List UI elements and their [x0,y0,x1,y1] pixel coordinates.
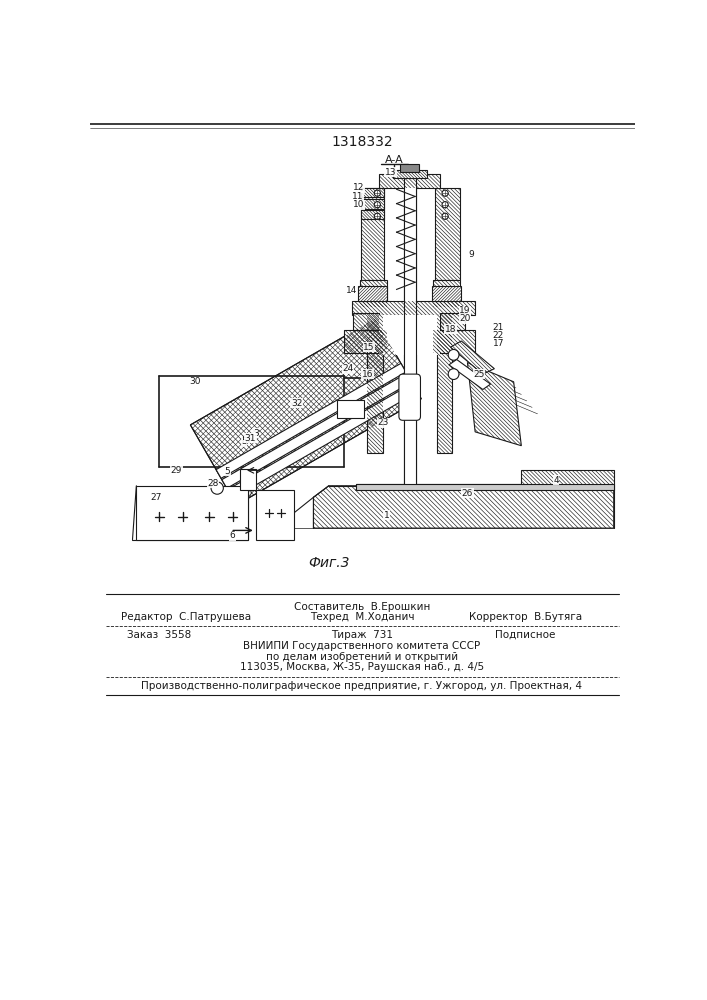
Bar [400,164,419,172]
Polygon shape [449,359,491,389]
Text: 12: 12 [354,183,365,192]
Text: 10: 10 [353,200,365,209]
Polygon shape [360,280,387,307]
Polygon shape [404,178,416,490]
Text: 16: 16 [361,370,373,379]
Text: 113035, Москва, Ж-35, Раушская наб., д. 4/5: 113035, Москва, Ж-35, Раушская наб., д. … [240,662,484,672]
Text: 1: 1 [384,511,390,520]
Text: 18: 18 [445,325,456,334]
Text: Корректор  В.Бутяга: Корректор В.Бутяга [469,612,582,622]
Text: Тираж  731: Тираж 731 [331,630,393,640]
Text: по делам изобретений и открытий: по делам изобретений и открытий [266,652,458,662]
Polygon shape [379,174,440,188]
Text: 4: 4 [553,476,559,485]
Polygon shape [190,319,421,505]
Text: 22: 22 [493,331,504,340]
Text: Техред  М.Ходанич: Техред М.Ходанич [310,612,414,622]
Polygon shape [432,286,461,301]
Text: 28: 28 [208,479,219,488]
Text: 11: 11 [351,192,363,201]
Text: Производственно-полиграфическое предприятие, г. Ужгород, ул. Проектная, 4: Производственно-полиграфическое предприя… [141,681,583,691]
Text: Фиг.3: Фиг.3 [308,556,349,570]
Polygon shape [379,315,440,355]
Polygon shape [368,315,382,453]
Polygon shape [361,188,385,197]
Text: 14: 14 [346,286,357,295]
Text: 19: 19 [460,306,471,315]
Text: 23: 23 [377,418,388,427]
Circle shape [442,190,448,196]
Polygon shape [358,286,387,301]
Text: 5: 5 [241,437,247,446]
Polygon shape [433,330,475,353]
Text: 24: 24 [342,364,354,373]
Text: 32: 32 [291,399,302,408]
Circle shape [374,213,380,219]
Text: ВНИИПИ Государственного комитета СССР: ВНИИПИ Государственного комитета СССР [243,641,481,651]
Text: Редактор  С.Патрушева: Редактор С.Патрушева [122,612,252,622]
Polygon shape [344,330,387,353]
Circle shape [448,369,459,379]
Text: 3: 3 [253,429,259,438]
Polygon shape [216,363,406,478]
Bar [337,400,364,418]
Polygon shape [240,469,256,490]
Polygon shape [450,341,494,374]
Polygon shape [356,484,614,490]
FancyBboxPatch shape [399,374,421,420]
Polygon shape [437,315,452,453]
Polygon shape [136,486,248,540]
Circle shape [448,349,459,360]
Text: 6: 6 [230,531,235,540]
Polygon shape [440,312,465,332]
Text: 21: 21 [493,323,504,332]
Text: 13: 13 [385,168,396,177]
Text: Подписное: Подписное [495,630,556,640]
Text: Заказ  3558: Заказ 3558 [127,630,192,640]
Polygon shape [313,486,614,528]
Polygon shape [393,170,428,178]
Polygon shape [228,383,417,498]
Text: 30: 30 [189,377,201,386]
Polygon shape [361,210,385,219]
Circle shape [442,202,448,208]
Circle shape [374,190,380,196]
Polygon shape [361,199,385,209]
Polygon shape [352,301,475,315]
Text: 9: 9 [469,250,474,259]
Circle shape [374,202,380,208]
Text: 1318332: 1318332 [331,135,393,149]
Text: 29: 29 [170,466,182,475]
Text: Составитель  В.Ерошкин: Составитель В.Ерошкин [294,602,430,612]
Circle shape [211,482,223,494]
Polygon shape [433,280,460,307]
Circle shape [442,213,448,219]
Text: 26: 26 [462,489,473,498]
Polygon shape [361,188,385,280]
Polygon shape [521,470,614,486]
Text: 31: 31 [245,434,256,443]
Polygon shape [467,363,521,446]
Polygon shape [435,188,460,280]
Text: 17: 17 [493,339,504,348]
Text: A-A: A-A [385,155,404,165]
Text: 5: 5 [224,467,230,476]
Polygon shape [256,490,294,540]
Text: 25: 25 [473,370,485,379]
Text: 20: 20 [460,314,471,323]
Text: 15: 15 [363,343,375,352]
Polygon shape [354,312,379,332]
Polygon shape [222,373,411,488]
Text: 27: 27 [150,493,161,502]
